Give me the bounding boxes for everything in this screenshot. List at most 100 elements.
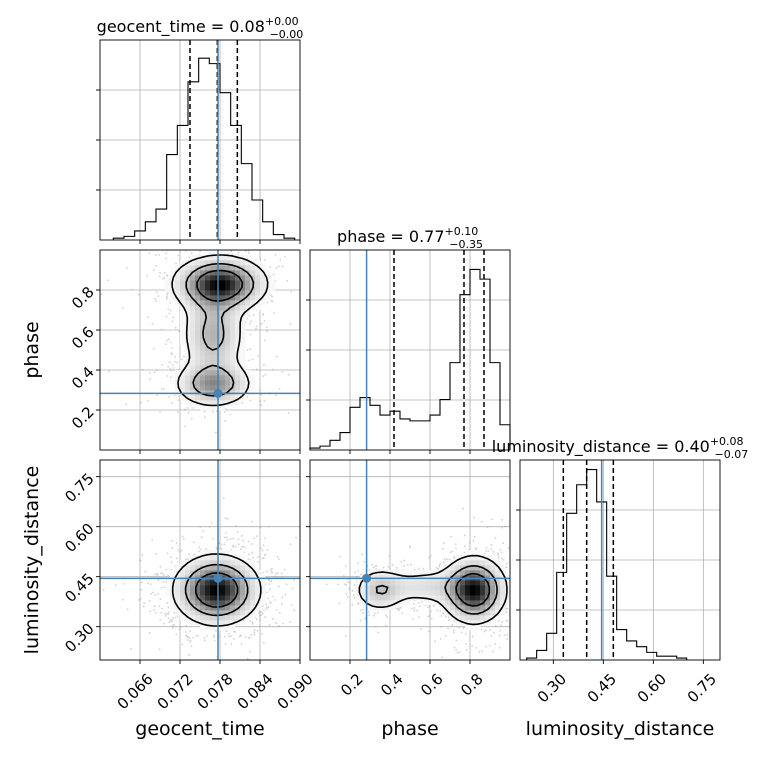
density-cell bbox=[195, 320, 201, 326]
density-cell bbox=[195, 395, 201, 401]
histogram-bin bbox=[547, 633, 557, 660]
sample-point bbox=[166, 375, 169, 377]
density-cell bbox=[230, 550, 236, 556]
sample-point bbox=[167, 606, 170, 609]
sample-point bbox=[442, 613, 445, 615]
density-cell bbox=[420, 570, 426, 576]
density-cell bbox=[440, 600, 446, 606]
sample-point bbox=[231, 544, 234, 547]
sample-point bbox=[377, 631, 380, 634]
sample-point bbox=[249, 333, 252, 336]
density-cell bbox=[450, 615, 456, 621]
sample-point bbox=[246, 657, 249, 660]
density-cell bbox=[225, 290, 231, 296]
sample-point bbox=[430, 610, 432, 613]
sample-point bbox=[241, 401, 244, 404]
sample-point bbox=[202, 530, 205, 532]
density-cell bbox=[440, 565, 446, 571]
density-cell bbox=[245, 595, 251, 601]
sample-point bbox=[181, 535, 184, 538]
density-cell bbox=[475, 615, 481, 621]
contour-level-2 bbox=[455, 572, 491, 607]
density-cell bbox=[475, 620, 481, 626]
sample-point bbox=[417, 616, 420, 618]
sample-point bbox=[192, 407, 195, 409]
sample-point bbox=[480, 628, 483, 631]
sample-point bbox=[375, 567, 377, 570]
histogram-bin bbox=[567, 513, 577, 660]
density-cell bbox=[365, 595, 371, 601]
density-cell bbox=[220, 610, 226, 616]
density-cell bbox=[495, 570, 501, 576]
sample-point bbox=[186, 407, 189, 409]
density-cell bbox=[455, 590, 461, 596]
density-cell bbox=[200, 385, 206, 391]
sample-point bbox=[125, 266, 128, 269]
density-cell bbox=[195, 260, 201, 266]
density-cell bbox=[190, 605, 196, 611]
sample-point bbox=[505, 620, 508, 622]
density-cell bbox=[225, 345, 231, 351]
sample-point bbox=[262, 641, 265, 644]
density-cell bbox=[205, 600, 211, 606]
sample-point bbox=[525, 548, 527, 550]
sample-point bbox=[249, 241, 251, 243]
density-cell bbox=[240, 355, 246, 361]
density-cell bbox=[195, 295, 201, 301]
sample-point bbox=[267, 525, 270, 528]
sample-point bbox=[290, 604, 293, 606]
sample-point bbox=[276, 555, 279, 558]
sample-point bbox=[262, 314, 265, 316]
sample-point bbox=[374, 625, 377, 628]
density-cell bbox=[395, 595, 401, 601]
sample-point bbox=[418, 605, 421, 608]
sample-point bbox=[478, 650, 481, 653]
sample-point bbox=[408, 545, 411, 548]
axes-frame-0-1 bbox=[99, 249, 301, 451]
density-cell bbox=[240, 370, 246, 376]
sample-point bbox=[241, 665, 243, 667]
density-cell bbox=[460, 605, 466, 611]
density-cell bbox=[225, 625, 231, 631]
sample-point bbox=[384, 624, 387, 627]
sample-point bbox=[157, 593, 159, 595]
density-cell bbox=[440, 605, 446, 611]
density-cell bbox=[220, 260, 226, 266]
sample-point bbox=[224, 517, 227, 520]
sample-point bbox=[170, 369, 173, 372]
density-cell bbox=[375, 600, 381, 606]
density-cell bbox=[190, 595, 196, 601]
sample-point bbox=[303, 314, 305, 316]
sample-point bbox=[456, 651, 459, 654]
sample-point bbox=[266, 244, 268, 246]
sample-point bbox=[214, 630, 217, 632]
density-cell bbox=[455, 565, 461, 571]
density-cell bbox=[195, 290, 201, 296]
sample-point bbox=[451, 624, 454, 626]
density-cell bbox=[415, 580, 421, 586]
sample-point bbox=[146, 582, 149, 585]
density-cell bbox=[195, 560, 201, 566]
sample-point bbox=[283, 568, 286, 571]
density-cell bbox=[240, 275, 246, 281]
density-cell bbox=[265, 270, 271, 276]
sample-point bbox=[466, 672, 468, 674]
density-cell bbox=[210, 555, 216, 561]
density-cell bbox=[235, 615, 241, 621]
sample-point bbox=[215, 547, 218, 549]
density-cell bbox=[365, 570, 371, 576]
density-cell bbox=[405, 570, 411, 576]
sample-point bbox=[190, 252, 193, 255]
density-cell bbox=[355, 585, 361, 591]
sample-point bbox=[175, 542, 178, 544]
sample-point bbox=[148, 600, 151, 602]
sample-point bbox=[398, 607, 401, 610]
density-cell bbox=[385, 595, 391, 601]
sample-point bbox=[281, 265, 284, 268]
density-cell bbox=[170, 595, 176, 601]
sample-point bbox=[427, 630, 430, 633]
sample-point bbox=[171, 547, 174, 549]
sample-point bbox=[152, 347, 155, 350]
sample-point bbox=[271, 567, 273, 570]
sample-point bbox=[487, 550, 490, 552]
